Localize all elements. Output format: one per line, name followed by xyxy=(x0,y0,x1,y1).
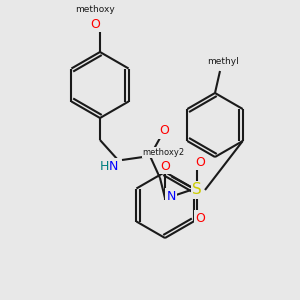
Text: N: N xyxy=(166,190,176,202)
Text: methoxy: methoxy xyxy=(75,5,115,14)
Text: O: O xyxy=(195,155,205,169)
Text: methoxy2: methoxy2 xyxy=(142,148,184,157)
Text: O: O xyxy=(195,212,205,224)
Text: O: O xyxy=(160,160,170,173)
Text: H: H xyxy=(99,160,109,172)
Text: O: O xyxy=(90,17,100,31)
Text: methyl: methyl xyxy=(207,56,239,65)
Text: S: S xyxy=(192,182,202,197)
Text: O: O xyxy=(159,124,169,137)
Text: N: N xyxy=(108,160,118,172)
